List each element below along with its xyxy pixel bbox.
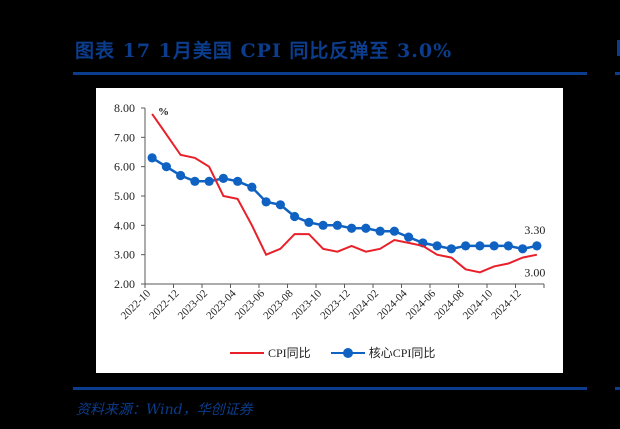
adjacent-figure-source-divider — [615, 387, 620, 390]
x-tick-label: 2023-10 — [290, 287, 325, 322]
adjacent-figure-divider — [615, 72, 620, 75]
core-cpi-marker — [475, 241, 485, 251]
y-tick-label: 4.00 — [114, 218, 135, 232]
line-chart: 2.00 3.00 4.00 5.00 6.00 7.00 8.00 2022-102022-… — [114, 101, 545, 322]
x-tick-label: 2023-06 — [233, 287, 268, 322]
y-tick-label: 6.00 — [114, 160, 135, 174]
y-tick-label: 3.00 — [114, 248, 135, 262]
core-cpi-marker — [432, 241, 442, 251]
core-cpi-marker — [304, 217, 314, 227]
x-tick-label: 2023-08 — [261, 287, 296, 322]
source-note: 资料来源：Wind，华创证券 — [76, 402, 253, 418]
core-cpi-marker — [318, 220, 328, 230]
core-cpi-marker — [204, 176, 214, 186]
cpi-line — [151, 113, 538, 274]
x-tick-label: 2024-02 — [347, 288, 381, 322]
x-tick-label: 2023-12 — [318, 288, 352, 322]
x-tick-label: 2024-08 — [432, 287, 467, 322]
x-tick-label: 2024-06 — [404, 287, 439, 322]
x-tick-label: 2023-02 — [176, 288, 210, 322]
legend-label-cpi: CPI同比 — [268, 346, 311, 360]
legend-line-marker-icon — [330, 347, 365, 358]
y-tick-label: 8.00 — [114, 101, 135, 115]
title-divider — [73, 72, 587, 75]
core-cpi-marker — [361, 223, 371, 233]
core-cpi-marker — [247, 182, 257, 192]
core-cpi-marker — [389, 226, 399, 236]
core-cpi-marker — [446, 244, 456, 254]
y-tick-label: 7.00 — [114, 130, 135, 144]
core-cpi-marker — [275, 200, 285, 210]
figure-title: 图表 17 1月美国 CPI 同比反弹至 3.0% — [75, 40, 453, 62]
legend-label-core-cpi: 核心CPI同比 — [368, 346, 436, 360]
core-cpi-marker — [161, 162, 171, 172]
core-cpi-marker — [503, 241, 513, 251]
legend-item-core-cpi: 核心CPI同比 — [330, 344, 436, 361]
core-cpi-marker — [176, 170, 186, 181]
core-cpi-marker — [404, 232, 414, 242]
core-cpi-end-label: 3.30 — [524, 223, 545, 237]
core-cpi-marker — [518, 244, 528, 254]
legend-dot-icon — [342, 347, 353, 358]
core-cpi-marker — [461, 241, 471, 251]
legend-item-cpi: CPI同比 — [230, 344, 311, 361]
unit-label: % — [158, 106, 169, 118]
y-tick-label: 2.00 — [114, 277, 135, 291]
cpi-end-label: 3.00 — [524, 266, 545, 280]
core-cpi-marker — [261, 197, 271, 207]
x-tick-label: 2022-10 — [119, 287, 154, 322]
x-tick-label: 2023-04 — [204, 287, 239, 322]
adjacent-figure-title-edge — [617, 40, 620, 56]
core-cpi-marker — [147, 153, 157, 163]
chart-panel: 2.00 3.00 4.00 5.00 6.00 7.00 8.00 2022-10 2022-… — [96, 88, 563, 373]
x-tick-label: 2024-12 — [489, 288, 523, 322]
x-tick-label: 2022-12 — [147, 288, 181, 322]
core-cpi-marker — [218, 173, 228, 183]
source-divider — [73, 387, 587, 390]
core-cpi-marker — [489, 241, 499, 251]
core-cpi-marker — [347, 223, 357, 233]
x-tick-label: 2024-04 — [375, 287, 410, 322]
core-cpi-marker — [332, 220, 342, 230]
core-cpi-marker — [290, 211, 300, 222]
x-tick-label: 2024-10 — [461, 287, 496, 322]
chart-legend: CPI同比 核心CPI同比 — [230, 344, 455, 361]
core-cpi-line — [151, 156, 538, 251]
core-cpi-marker — [190, 176, 200, 186]
core-cpi-marker — [375, 226, 385, 236]
core-cpi-marker — [532, 241, 542, 251]
y-tick-label: 5.00 — [114, 189, 135, 203]
core-cpi-marker — [233, 176, 243, 186]
legend-line-icon — [230, 351, 264, 354]
